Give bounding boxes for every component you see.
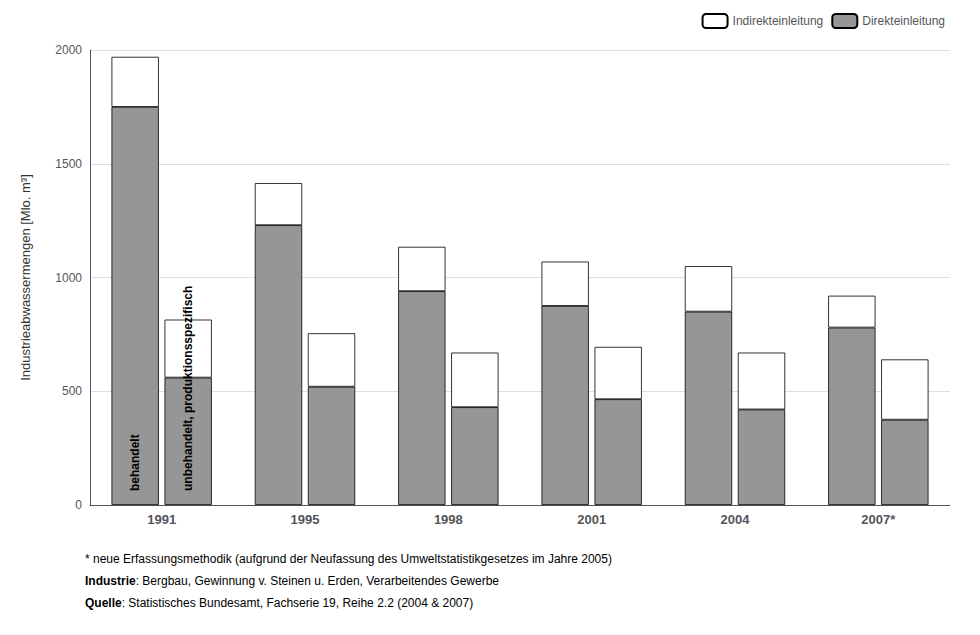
svg-text:1000: 1000 (55, 271, 82, 285)
svg-text:1991: 1991 (147, 512, 176, 527)
svg-text:Industrie: Industrie (85, 574, 136, 588)
svg-text:Indirekteinleitung: Indirekteinleitung (733, 14, 824, 28)
svg-text:Quelle: Quelle (85, 596, 122, 610)
svg-text:Industrieabwassermengen [Mlo.: Industrieabwassermengen [Mlo. m³] (18, 174, 33, 381)
svg-text:: Statistisches Bundesamt, Fac: : Statistisches Bundesamt, Fachserie 19,… (122, 596, 474, 610)
svg-text:Direkteinleitung: Direkteinleitung (862, 14, 945, 28)
svg-text:1995: 1995 (291, 512, 320, 527)
svg-text:: Bergbau, Gewinnung v. Steine: : Bergbau, Gewinnung v. Steinen u. Erden… (136, 574, 500, 588)
svg-text:behandelt: behandelt (128, 434, 142, 491)
svg-text:unbehandelt, produktionsspezif: unbehandelt, produktionsspezifisch (181, 286, 195, 491)
svg-text:1998: 1998 (434, 512, 463, 527)
svg-text:* neue Erfassungsmethodik (auf: * neue Erfassungsmethodik (aufgrund der … (85, 552, 612, 566)
svg-text:2007*: 2007* (861, 512, 896, 527)
svg-text:2001: 2001 (577, 512, 606, 527)
svg-text:2000: 2000 (55, 43, 82, 57)
svg-text:500: 500 (62, 384, 82, 398)
svg-text:0: 0 (75, 498, 82, 512)
svg-text:1500: 1500 (55, 157, 82, 171)
svg-text:2004: 2004 (721, 512, 751, 527)
